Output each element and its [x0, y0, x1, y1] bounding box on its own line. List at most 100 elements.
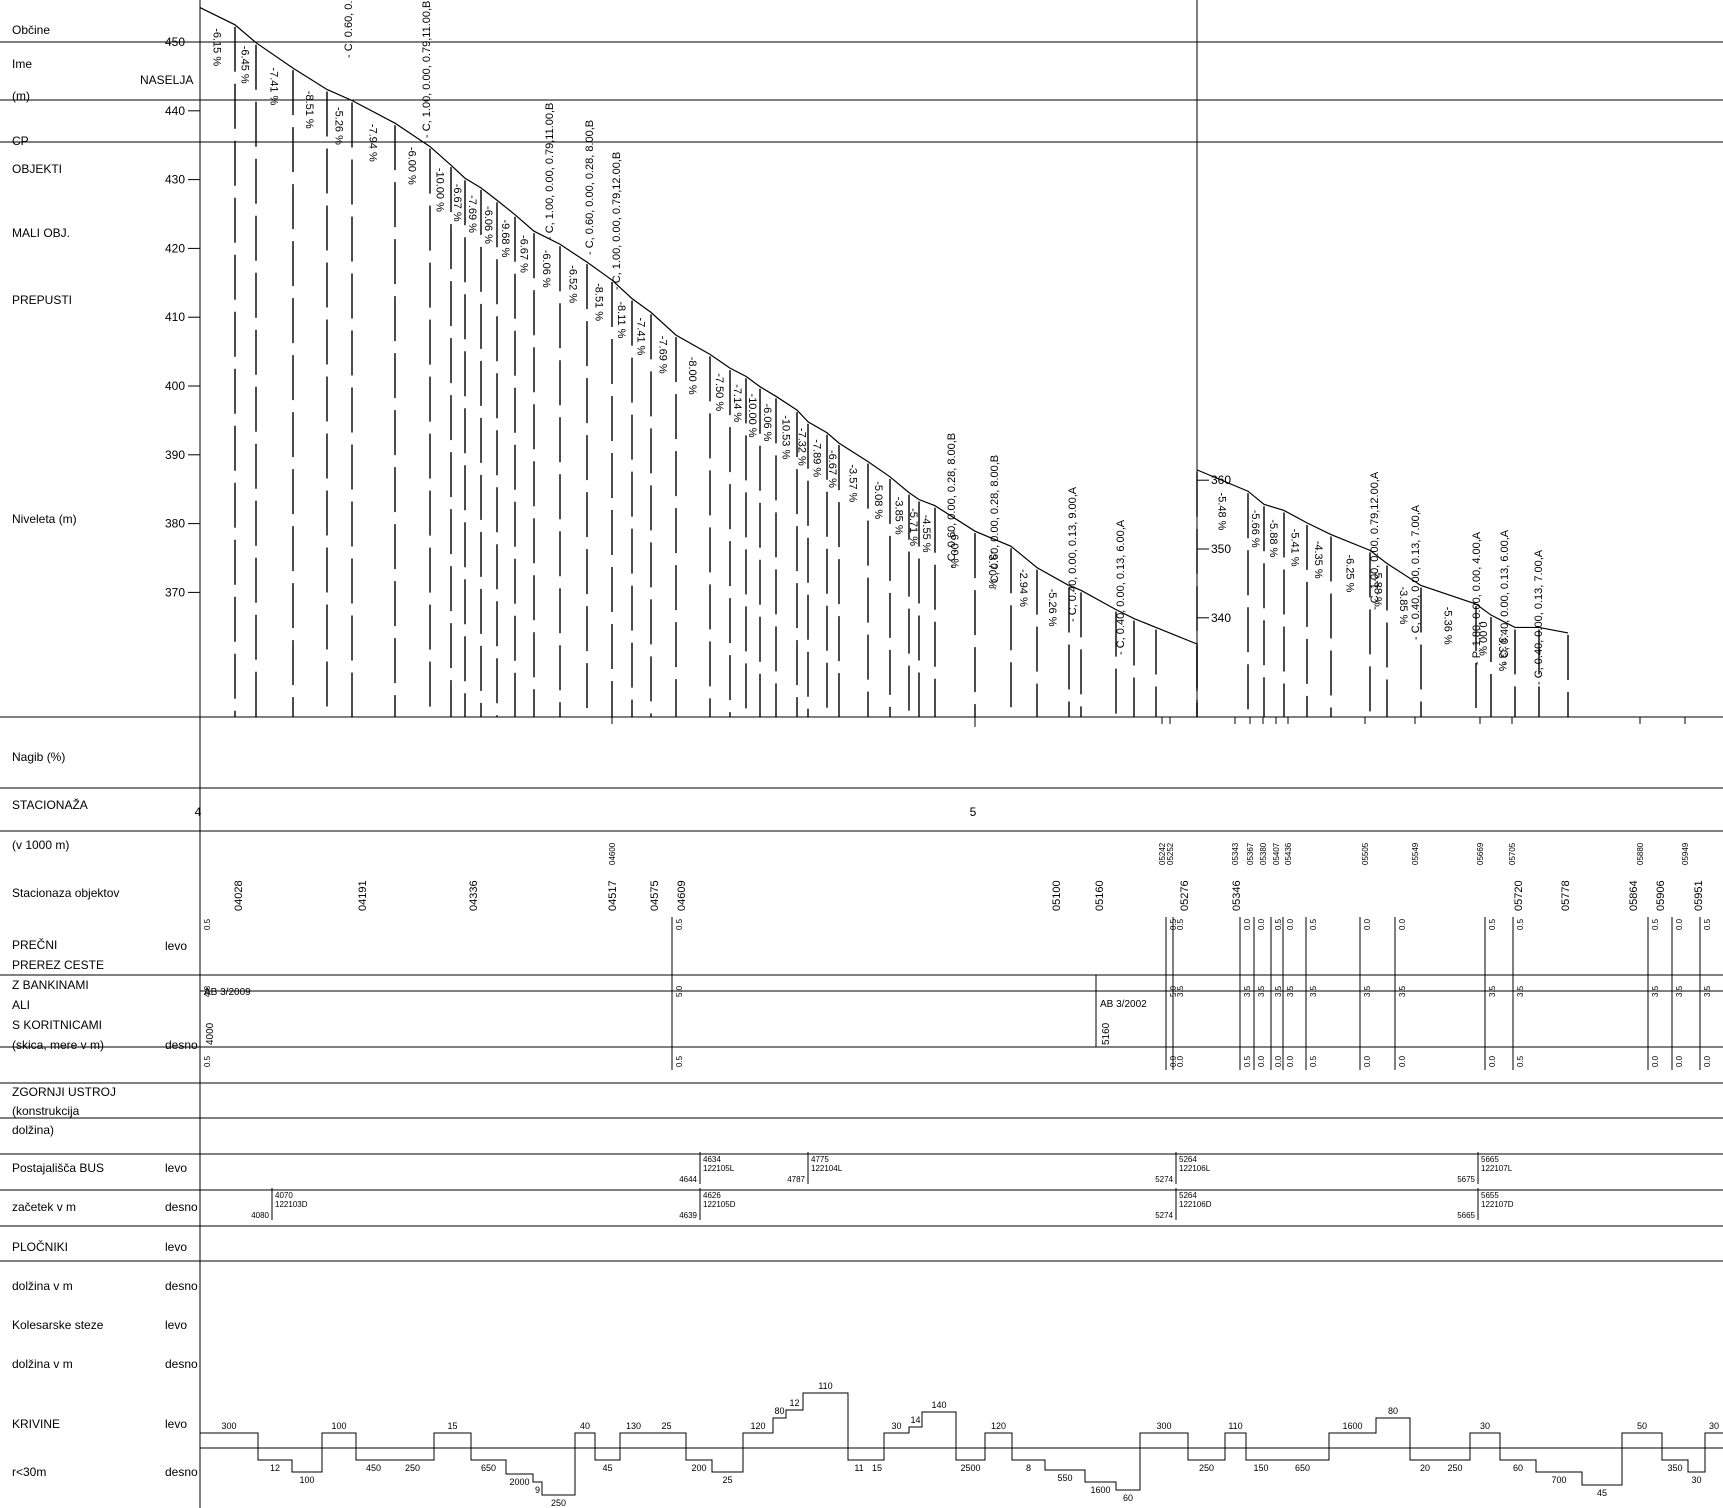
curve-radius-label: 300: [1156, 1421, 1171, 1431]
small-station-label: 05407: [1272, 842, 1281, 865]
bus-desno-b: 122103D: [275, 1200, 308, 1209]
precni-levo: levo: [165, 939, 188, 953]
elevation-tick-label: 390: [165, 448, 185, 462]
bus-desno-a: 5264: [1179, 1191, 1197, 1200]
cross-right-value: 0.5: [1516, 1055, 1525, 1067]
bus-desno-a: 5655: [1481, 1191, 1499, 1200]
cross-right-value: 0.5: [1243, 1055, 1252, 1067]
curve-radius-label: 250: [1199, 1463, 1214, 1473]
culvert-label: - C, 0.40, 0.00, 0.13, 9.00,A: [1067, 486, 1079, 622]
slope-label: -10.53 %: [780, 415, 792, 459]
slope-label: -2.94 %: [1017, 569, 1029, 607]
krivine-label: KRIVINE: [12, 1417, 61, 1431]
curve-radius-label: 650: [1295, 1463, 1310, 1473]
curve-radius-label: 40: [580, 1421, 590, 1431]
curve-radius-label: 14: [910, 1415, 920, 1425]
cross-mid-value: 3.5: [1286, 985, 1295, 997]
object-station-label: 05864: [1628, 880, 1640, 911]
curves-step-line: [200, 1392, 1723, 1496]
cross-right-value: 0.0: [1675, 1055, 1684, 1067]
precni-line-3: Z BANKINAMI: [12, 978, 89, 992]
bus-levo-label: levo: [165, 1161, 188, 1175]
slope-label: -3.57 %: [847, 464, 859, 502]
curve-radius-label: 700: [1551, 1475, 1566, 1485]
plocniki-label: PLOČNIKI: [12, 1240, 69, 1254]
naselja-label: NASELJA: [140, 73, 194, 87]
slope-label: -5.88 %: [1267, 519, 1279, 557]
slope-label: -3.70 %: [986, 551, 998, 589]
curve-radius-label: 2000: [509, 1477, 529, 1487]
culvert-label: - C, 0.40, 0.00, 0.13, 6.00,A: [1499, 529, 1511, 665]
zacetek-label: začetek v m: [12, 1200, 77, 1214]
slope-label: -8.00 %: [686, 357, 698, 395]
small-station-label: 05949: [1681, 842, 1690, 865]
mali-obj-label: MALI OBJ.: [12, 226, 71, 240]
bus-desno-c: 4080: [251, 1211, 269, 1220]
slope-label: -6.52 %: [567, 265, 579, 303]
slope-label: -7.50 %: [713, 373, 725, 411]
curve-radius-label: 250: [551, 1498, 566, 1508]
elevation-tick-label: 410: [165, 310, 185, 324]
ustroj-code: AB 3/2009: [204, 987, 251, 998]
cross-mid-value: 3.5: [1703, 985, 1712, 997]
km-label: 4: [195, 805, 202, 819]
curve-radius-label: 250: [405, 1463, 420, 1473]
curve-radius-label: 30: [1709, 1421, 1719, 1431]
slope-label: -6.06 %: [540, 250, 552, 288]
niveleta-label: Niveleta (m): [12, 512, 77, 526]
cross-right-value: 0.5: [203, 1055, 212, 1067]
slope-label: -3.85 %: [1397, 586, 1409, 624]
bus-levo-c: 5675: [1457, 1175, 1475, 1184]
r30-label: r<30m: [12, 1465, 47, 1479]
cross-mid-value: 3.5: [1675, 985, 1684, 997]
cross-left-value: 0.0: [1286, 918, 1295, 930]
cross-right-value: 0.0: [1488, 1055, 1497, 1067]
curve-radius-label: 1600: [1342, 1421, 1362, 1431]
kolesarske-dolzina-label: dolžina v m: [12, 1357, 73, 1371]
slope-label: -5.71 %: [907, 508, 919, 546]
bus-levo-c: 5274: [1155, 1175, 1173, 1184]
small-station-label: 05436: [1284, 842, 1293, 865]
precni-line-2: PREREZ CESTE: [12, 958, 105, 972]
cross-mid-value: 3.5: [1274, 985, 1283, 997]
curve-radius-label: 100: [331, 1421, 346, 1431]
culvert-label: - C, 1.00, 0.00, 0.79,12.00,A: [1369, 471, 1381, 610]
cross-left-value: 0.0: [1398, 918, 1407, 930]
plocniki-desno-label: desno: [165, 1279, 198, 1293]
plocniki-levo-label: levo: [165, 1240, 188, 1254]
small-station-label: 05549: [1411, 842, 1420, 865]
bus-desno-b: 122105D: [703, 1200, 736, 1209]
slope-label: -3.85 %: [893, 497, 905, 535]
cross-mid-value: 3.5: [1309, 985, 1318, 997]
kolesarske-levo-label: levo: [165, 1318, 188, 1332]
elevation-tick-label: 380: [165, 517, 185, 531]
slope-label: -5.48 %: [1216, 493, 1228, 531]
elevation-tick-label: 450: [165, 35, 185, 49]
profile-line-right: [1196, 469, 1569, 634]
precni-line-6: (skica, mere v m): [12, 1038, 105, 1052]
slope-label: -8.51 %: [593, 283, 605, 321]
slope-label: -7.69 %: [657, 336, 669, 374]
cross-left-value: 0.0: [1675, 918, 1684, 930]
cross-left-value: 0.0: [1243, 918, 1252, 930]
object-station-label: 04517: [607, 880, 619, 911]
culvert-label: - P, 1.80, 0.00, 0.00, 4.00,A: [1471, 531, 1483, 665]
slope-label: -5.26 %: [333, 107, 345, 145]
object-station-label: 05906: [1655, 880, 1667, 911]
small-station-label: 05252: [1166, 842, 1175, 865]
ime-label: Ime: [12, 57, 33, 71]
bus-desno-a: 4626: [703, 1191, 721, 1200]
bus-levo-b: 122104L: [811, 1164, 843, 1173]
culvert-label: - C, 1.00, 0.00, 0.79,11.00,B: [421, 1, 433, 138]
slope-label: -7.41 %: [635, 318, 647, 356]
slope-label: -5.66 %: [1249, 510, 1261, 548]
curve-radius-label: 80: [1388, 1406, 1398, 1416]
curve-radius-label: 450: [366, 1463, 381, 1473]
cross-right-value: 0.5: [1309, 1055, 1318, 1067]
cross-right-value: 0.0: [1176, 1055, 1185, 1067]
precni-line-4: ALI: [12, 998, 31, 1012]
cross-right-value: 0.0: [1274, 1055, 1283, 1067]
curve-radius-label: 120: [750, 1421, 765, 1431]
culvert-label: - C, 0.40, 0.00, 0.13, 7.00,A: [1533, 549, 1545, 685]
